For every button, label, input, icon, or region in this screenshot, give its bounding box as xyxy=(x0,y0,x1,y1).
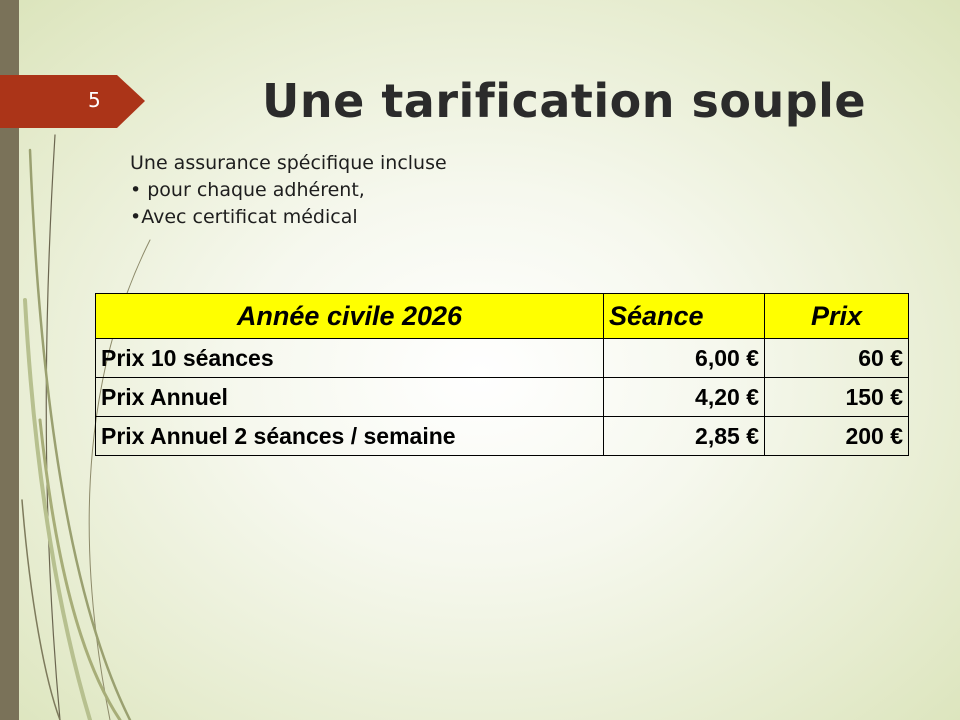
header-year: Année civile 2026 xyxy=(95,293,604,339)
row-label: Prix Annuel 2 séances / semaine xyxy=(95,416,604,456)
row-prix: 200 € xyxy=(764,416,909,456)
row-label: Prix Annuel xyxy=(95,377,604,417)
pricing-table: Année civile 2026 Séance Prix Prix 10 sé… xyxy=(95,293,909,456)
slide-number-tab xyxy=(0,75,145,128)
table-header-row: Année civile 2026 Séance Prix xyxy=(95,293,909,339)
body-line: •Avec certificat médical xyxy=(130,206,358,228)
row-prix: 60 € xyxy=(764,338,909,378)
body-line: Une assurance spécifique incluse xyxy=(130,152,447,174)
table-row: Prix Annuel 4,20 € 150 € xyxy=(95,377,909,417)
row-seance: 2,85 € xyxy=(603,416,765,456)
slide-number: 5 xyxy=(88,88,101,112)
row-seance: 4,20 € xyxy=(603,377,765,417)
row-prix: 150 € xyxy=(764,377,909,417)
left-decorative-bar xyxy=(0,0,19,720)
header-seance: Séance xyxy=(603,293,765,339)
row-seance: 6,00 € xyxy=(603,338,765,378)
header-prix: Prix xyxy=(764,293,909,339)
body-line: • pour chaque adhérent, xyxy=(130,179,365,201)
slide-title: Une tarification souple xyxy=(262,74,867,128)
slide-body: Une assurance spécifique incluse • pour … xyxy=(130,150,447,231)
row-label: Prix 10 séances xyxy=(95,338,604,378)
table-row: Prix 10 séances 6,00 € 60 € xyxy=(95,338,909,378)
table-row: Prix Annuel 2 séances / semaine 2,85 € 2… xyxy=(95,416,909,456)
